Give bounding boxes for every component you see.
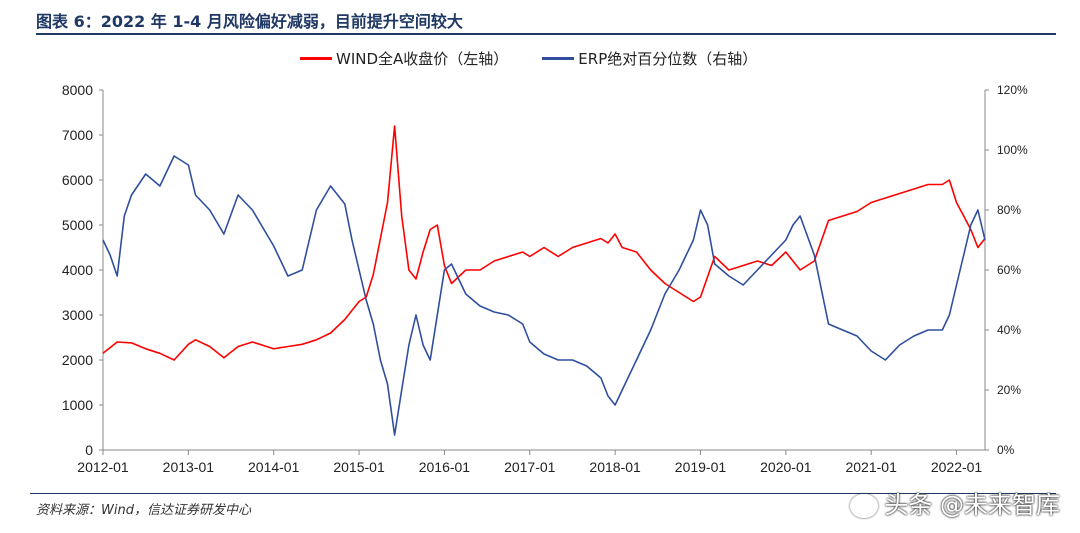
x-tick-label: 2015-01: [333, 459, 385, 475]
left-tick-label: 7000: [62, 127, 93, 143]
right-tick-label: 80%: [997, 203, 1021, 217]
watermark-icon: [850, 494, 879, 518]
legend-item-erp: ERP绝对百分位数（右轴）: [542, 48, 757, 69]
right-tick-label: 60%: [997, 263, 1021, 277]
left-tick-label: 8000: [62, 82, 93, 98]
legend-label-erp: ERP绝对百分位数（右轴）: [578, 50, 758, 68]
x-tick-label: 2014-01: [248, 459, 300, 475]
right-tick-label: 20%: [997, 383, 1021, 397]
left-tick-label: 6000: [62, 172, 93, 188]
left-tick-label: 5000: [62, 217, 93, 233]
legend-swatch-red: [300, 57, 332, 60]
right-tick-label: 0%: [997, 443, 1015, 457]
title-rule: [36, 33, 1056, 35]
left-tick-label: 1000: [62, 397, 93, 413]
x-tick-label: 2012-01: [77, 459, 129, 475]
x-tick-label: 2018-01: [589, 459, 641, 475]
right-tick-label: 120%: [997, 83, 1028, 97]
x-tick-label: 2021-01: [845, 459, 897, 475]
right-tick-label: 40%: [997, 323, 1021, 337]
left-tick-label: 3000: [62, 307, 93, 323]
legend-item-price: WIND全A收盘价（左轴）: [300, 48, 508, 69]
page-title: 图表 6：2022 年 1-4 月风险偏好减弱，目前提升空间较大: [36, 12, 463, 31]
legend-swatch-blue: [542, 57, 575, 60]
x-tick-label: 2013-01: [163, 459, 215, 475]
x-tick-label: 2022-01: [931, 459, 983, 475]
x-tick-label: 2020-01: [760, 459, 812, 475]
left-tick-label: 0: [85, 442, 93, 458]
legend-label-price: WIND全A收盘价（左轴）: [336, 50, 509, 68]
series-line-price: [102, 125, 986, 361]
x-tick-label: 2017-01: [504, 459, 556, 475]
watermark-text: 头条 @未来智库: [884, 491, 1060, 519]
series-line-erp: [102, 155, 986, 436]
x-tick-label: 2016-01: [419, 459, 471, 475]
x-tick-label: 2019-01: [675, 459, 727, 475]
chart-legend: WIND全A收盘价（左轴） ERP绝对百分位数（右轴）: [300, 48, 791, 69]
right-tick-label: 100%: [997, 143, 1028, 157]
left-tick-label: 4000: [62, 262, 93, 278]
footer-rule: [30, 493, 1056, 494]
source-note: 资料来源：Wind，信达证券研发中心: [36, 503, 251, 518]
left-tick-label: 2000: [62, 352, 93, 368]
watermark: 头条 @未来智库: [850, 485, 1060, 520]
